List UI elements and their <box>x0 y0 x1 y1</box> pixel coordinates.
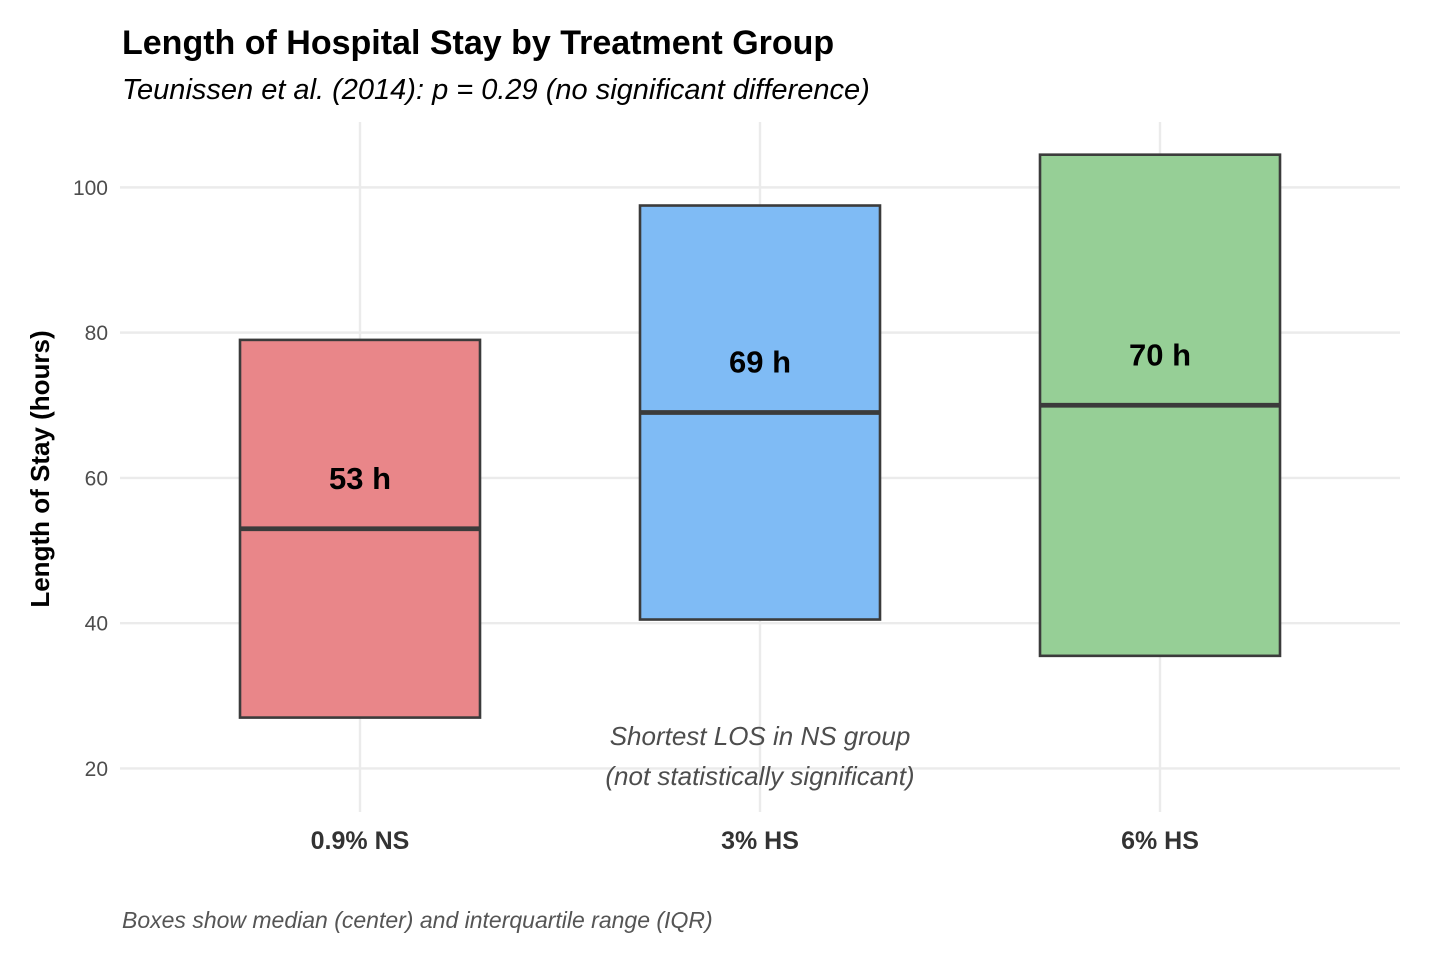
y-tick-label: 80 <box>85 322 108 345</box>
annotation: Shortest LOS in NS group (not statistical… <box>605 721 914 791</box>
annotation-line: Shortest LOS in NS group <box>610 721 911 751</box>
annotation-line: (not statistically significant) <box>605 761 914 791</box>
chart-title: Length of Hospital Stay by Treatment Gro… <box>122 24 834 62</box>
y-tick-label: 40 <box>85 613 108 636</box>
value-labels: 53 h 69 h 70 h <box>329 337 1191 495</box>
y-tick-label: 100 <box>73 177 108 200</box>
chart-subtitle: Teunissen et al. (2014): p = 0.29 (no si… <box>122 74 870 106</box>
y-tick-label: 60 <box>85 467 108 490</box>
x-axis-ticks: 0.9% NS 3% HS 6% HS <box>311 827 1199 855</box>
x-category-label: 0.9% NS <box>311 827 410 855</box>
median-value-label: 69 h <box>729 345 791 380</box>
y-axis-title: Length of Stay (hours) <box>25 330 55 607</box>
caption: Boxes show median (center) and interquar… <box>122 907 713 933</box>
median-value-label: 53 h <box>329 461 391 496</box>
median-value-label: 70 h <box>1129 337 1191 372</box>
box-series <box>238 153 1282 719</box>
x-category-label: 3% HS <box>721 827 799 855</box>
y-tick-label: 20 <box>85 758 108 781</box>
y-axis-ticks: 20 40 60 80 100 <box>73 177 108 781</box>
x-category-label: 6% HS <box>1121 827 1199 855</box>
